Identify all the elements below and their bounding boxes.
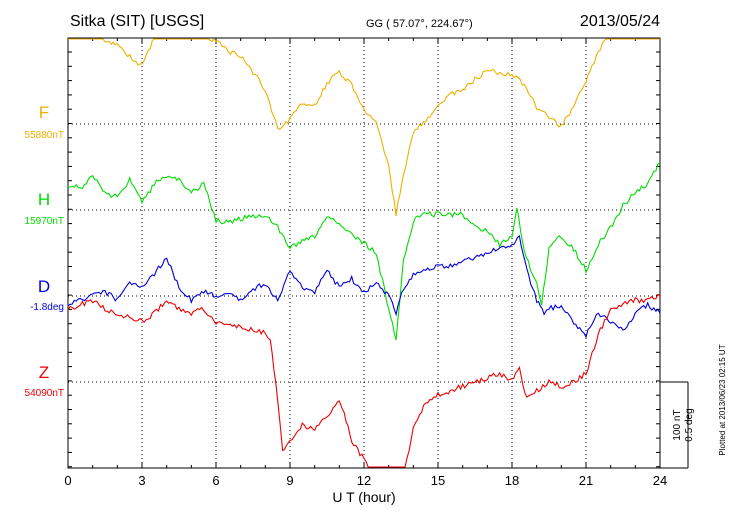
x-tick-label: 24: [653, 473, 667, 488]
x-tick-label: 15: [431, 473, 445, 488]
tick-layer: 0 3 6 9 12 15 18 21 24: [64, 38, 667, 488]
series-baseline-d: -1.8deg: [30, 302, 64, 313]
x-axis-label: U T (hour): [332, 489, 395, 505]
series-baseline-h: 15970nT: [25, 216, 64, 227]
series-label-z: Z: [39, 363, 49, 382]
series-baseline-f: 55880nT: [25, 130, 64, 141]
series-label-f: F: [39, 103, 49, 122]
series-line-d: [67, 235, 661, 339]
scale-bar-nt-label: 100 nT: [672, 409, 683, 440]
x-tick-label: 3: [138, 473, 145, 488]
series-line-f: [68, 38, 660, 217]
x-tick-label: 21: [579, 473, 593, 488]
plotted-at-label: Plotted at 2013/06/23 02:15 UT: [718, 344, 727, 455]
x-tick-label: 0: [64, 473, 71, 488]
series-line-z: [67, 293, 661, 468]
x-tick-label: 12: [357, 473, 371, 488]
scale-bar-deg-label: 0.5 deg: [684, 408, 695, 441]
label-layer: F 55880nT H 15970nT D -1.8deg Z 54090nT: [25, 103, 64, 399]
x-tick-label: 6: [212, 473, 219, 488]
x-tick-label: 9: [286, 473, 293, 488]
series-label-h: H: [38, 190, 50, 209]
series-line-h: [67, 162, 661, 341]
chart-date: 2013/05/24: [580, 13, 660, 30]
series-baseline-z: 54090nT: [25, 388, 64, 399]
scale-bar: 100 nT 0.5 deg: [660, 381, 695, 469]
station-title: Sitka (SIT) [USGS]: [70, 13, 204, 30]
station-coords: GG ( 57.07°, 224.67°): [366, 18, 473, 30]
series-layer: [67, 38, 661, 468]
x-tick-label: 18: [505, 473, 519, 488]
series-label-d: D: [38, 277, 50, 296]
grid-layer: [68, 38, 660, 468]
